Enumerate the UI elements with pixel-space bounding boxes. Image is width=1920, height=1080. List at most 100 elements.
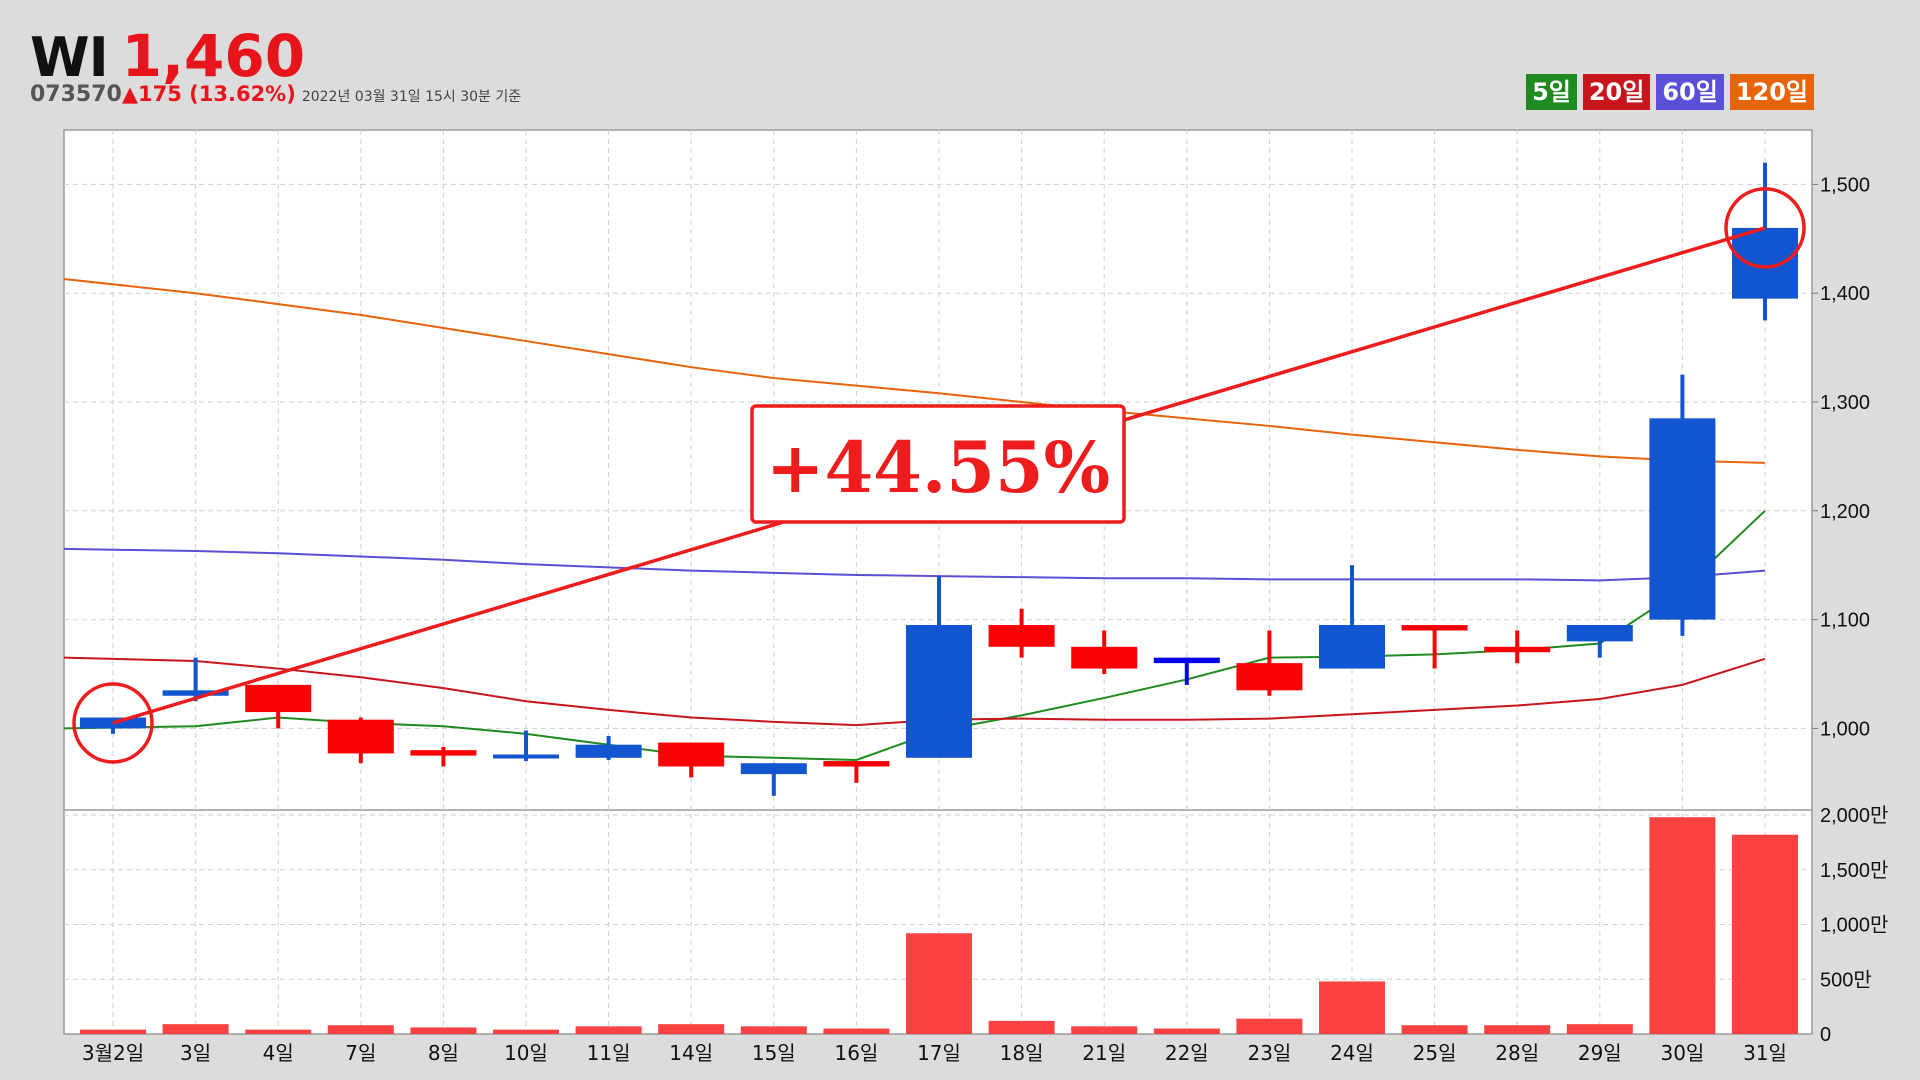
x-tick-label: 18일 xyxy=(1000,1041,1044,1065)
candle-body xyxy=(1153,657,1220,664)
candlestick xyxy=(1566,625,1633,658)
start-marker-circle xyxy=(72,682,154,764)
candle-body xyxy=(1649,418,1716,620)
volume-bar xyxy=(906,933,972,1034)
candle-body xyxy=(823,761,890,767)
volume-bar xyxy=(493,1029,559,1034)
x-tick-label: 17일 xyxy=(917,1041,961,1065)
end-marker-circle xyxy=(1724,187,1806,269)
price-tick-label: 1,000 xyxy=(1820,718,1870,740)
candle-body xyxy=(1236,663,1303,691)
candle-body xyxy=(658,742,725,767)
candle-body xyxy=(988,625,1055,647)
volume-bar xyxy=(823,1028,890,1034)
volume-bar xyxy=(162,1024,229,1034)
volume-bar xyxy=(988,1020,1055,1034)
candlestick xyxy=(1732,162,1798,321)
volume-bar xyxy=(658,1024,725,1034)
volume-tick-label: 500만 xyxy=(1820,968,1872,991)
x-tick-label: 31일 xyxy=(1743,1041,1787,1065)
x-tick-label: 3일 xyxy=(180,1041,211,1065)
volume-tick-label: 0 xyxy=(1820,1024,1831,1046)
candle-body xyxy=(327,719,394,754)
x-tick-label: 16일 xyxy=(834,1041,878,1065)
volume-bar xyxy=(1566,1024,1633,1034)
x-tick-label: 3월2일 xyxy=(82,1041,144,1065)
header: WI 1,460 xyxy=(30,22,305,90)
x-tick-label: 21일 xyxy=(1082,1041,1126,1065)
volume-bars xyxy=(80,817,1798,1034)
x-tick-label: 22일 xyxy=(1165,1041,1209,1065)
price-tick-label: 1,100 xyxy=(1820,610,1870,632)
volume-bar xyxy=(1236,1018,1303,1034)
ma-legend: 5일 20일 60일 120일 xyxy=(1526,74,1814,110)
x-tick-label: 24일 xyxy=(1330,1041,1374,1065)
volume-bar xyxy=(1319,981,1385,1034)
annotation-label: +44.55% xyxy=(766,426,1110,509)
legend-ma20[interactable]: 20일 xyxy=(1582,74,1651,110)
candlestick xyxy=(1071,630,1138,674)
candlestick xyxy=(575,736,642,760)
volume-tick-label: 2,000만 xyxy=(1820,804,1888,827)
candlestick xyxy=(740,763,807,796)
volume-bar xyxy=(245,1029,312,1034)
price-tick-label: 1,500 xyxy=(1820,174,1870,196)
candlestick xyxy=(1153,657,1220,685)
annotation-layer: +44.55% xyxy=(72,187,1806,764)
x-tick-label: 14일 xyxy=(669,1041,713,1065)
stock-name: WI xyxy=(30,26,109,89)
x-tick-label: 25일 xyxy=(1413,1041,1457,1065)
x-tick-label: 11일 xyxy=(587,1041,631,1065)
ma-line xyxy=(63,278,1766,464)
candlestick xyxy=(410,746,477,767)
x-tick-label: 29일 xyxy=(1578,1041,1622,1065)
legend-ma5[interactable]: 5일 xyxy=(1526,74,1577,110)
candlestick xyxy=(823,761,890,783)
x-tick-label: 4일 xyxy=(263,1041,294,1065)
x-tick-label: 8일 xyxy=(428,1041,459,1065)
candlestick xyxy=(245,684,312,729)
candle-body xyxy=(575,744,642,758)
volume-bar xyxy=(1401,1025,1468,1034)
candle-body xyxy=(410,750,477,756)
volume-bar xyxy=(1649,817,1716,1034)
volume-bar xyxy=(1732,834,1798,1034)
candle-body xyxy=(1319,625,1385,669)
annotation-box xyxy=(750,404,1126,524)
candle-body xyxy=(1732,227,1798,299)
x-tick-label: 15일 xyxy=(752,1041,796,1065)
legend-ma120[interactable]: 120일 xyxy=(1729,74,1814,110)
x-tick-label: 7일 xyxy=(345,1041,376,1065)
axis-labels: 1,000 1,100 1,200 1,300 1,400 1,500 0 500만 1,000… xyxy=(82,174,1889,1065)
candle-body xyxy=(740,763,807,775)
price-tick-label: 1,300 xyxy=(1820,392,1870,414)
candlestick xyxy=(906,576,972,758)
candlestick xyxy=(658,742,725,778)
candle-body xyxy=(1566,625,1633,642)
price-tick-label: 1,200 xyxy=(1820,501,1870,523)
candle-body xyxy=(906,625,972,758)
candle-body xyxy=(245,684,312,713)
volume-bar xyxy=(575,1026,642,1034)
x-tick-label: 30일 xyxy=(1660,1041,1704,1065)
volume-bar xyxy=(327,1025,394,1034)
candle-body xyxy=(493,754,559,759)
candle-body xyxy=(1071,646,1138,669)
legend-ma60[interactable]: 60일 xyxy=(1656,74,1724,110)
candlestick xyxy=(493,730,559,762)
candle-body xyxy=(1401,625,1468,631)
volume-bar xyxy=(1071,1026,1138,1034)
candlestick xyxy=(1319,565,1385,669)
candlestick xyxy=(1236,630,1303,696)
volume-bar xyxy=(1153,1028,1220,1034)
sub-header: 073570▲175 (13.62%) 2022년 03월 31일 15시 30분… xyxy=(30,82,521,107)
candlestick xyxy=(327,717,394,764)
volume-tick-label: 1,500만 xyxy=(1820,859,1888,882)
candlestick xyxy=(1649,374,1716,636)
volume-bar xyxy=(410,1027,477,1034)
volume-bar xyxy=(740,1026,807,1034)
candlesticks xyxy=(80,162,1798,796)
volume-bar xyxy=(80,1029,146,1034)
price-tick-label: 1,400 xyxy=(1820,283,1870,305)
candlestick xyxy=(988,608,1055,658)
